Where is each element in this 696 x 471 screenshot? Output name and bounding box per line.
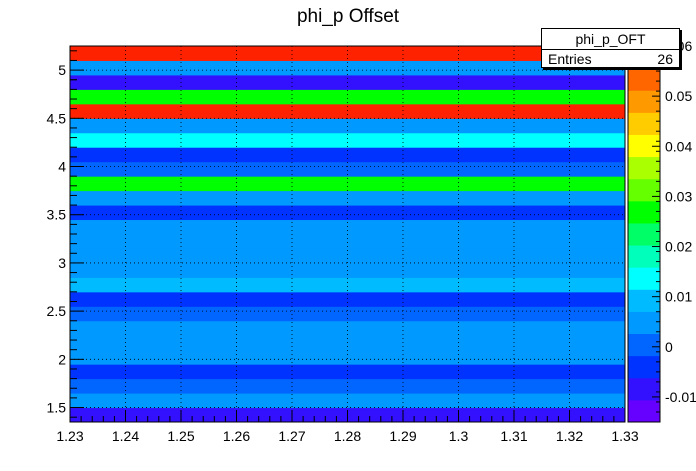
color-scale-segment-15 [628,68,660,91]
color-scale-segment-0 [628,399,660,423]
x-tick-label: 1.28 [334,428,361,444]
heatmap-row-16 [70,161,625,177]
heatmap-row-21 [70,89,625,105]
y-tick-label: 4.5 [47,110,67,126]
heatmap-row-11 [70,234,625,249]
z-tick-label: 0.02 [665,239,692,255]
z-tick-label: 0.03 [665,188,692,204]
chart-title: phi_p Offset [296,6,400,27]
x-axis: 1.23 1.24 1.25 1.26 1.27 1.28 1.29 1.3 1.31 1.32 1… [56,410,639,444]
x-tick-label: 1.27 [278,428,305,444]
y-tick-label: 2.5 [47,303,67,319]
heatmap-row-10 [70,248,625,264]
x-tick-label: 1.25 [167,428,194,444]
heatmap-row-15 [70,176,625,192]
y-tick-label: 1.5 [47,400,67,416]
heatmap-row-24 [70,46,625,61]
y-tick-label: 2 [58,351,66,367]
heatmap-row-4 [70,335,625,365]
color-scale-segment-1 [628,377,660,401]
stats-entries-row: Entries 26 [542,50,679,69]
entries-label: Entries [548,51,592,67]
stats-name: phi_p_OFT [542,29,679,50]
color-scale-segment-2 [628,355,660,379]
x-tick-label: 1.3 [449,428,469,444]
heatmap-row-23 [70,60,625,76]
heatmap-row-7 [70,291,625,307]
color-scale-segment-12 [628,134,660,158]
color-scale-segment-6 [628,267,660,290]
color-scale-segment-7 [628,245,660,268]
x-tick-label: 1.33 [611,428,638,444]
y-tick-label: 3.5 [47,207,67,223]
heatmap-row-13 [70,205,625,221]
y-tick-label: 4 [58,159,66,175]
heatmap-row-12 [70,219,625,235]
heatmap-row-5 [70,320,625,336]
heatmap-row-19 [70,118,625,134]
x-tick-label: 1.31 [500,428,527,444]
heatmap-row-8 [70,277,625,293]
color-scale-segment-11 [628,156,660,180]
heatmap-row-20 [70,103,625,119]
color-scale-segment-14 [628,90,660,113]
z-tick-label: 0.04 [665,138,692,154]
z-tick-label: 0 [665,339,673,355]
color-scale-segment-13 [628,112,660,135]
color-scale-segment-4 [628,311,660,335]
y-tick-label: 5 [58,62,66,78]
heatmap-row-6 [70,306,625,322]
color-scale-segment-8 [628,222,660,246]
x-tick-label: 1.26 [223,428,250,444]
z-tick-label: -0.01 [665,389,696,405]
y-axis: 1.5 2 2.5 3 3.5 4 4.5 5 [47,50,84,418]
grid-lines [70,46,625,422]
color-scale-segment-5 [628,289,660,312]
x-tick-label: 1.29 [389,428,416,444]
entries-value: 26 [657,51,673,67]
x-tick-label: 1.23 [56,428,83,444]
color-scale-segment-3 [628,333,660,357]
y-tick-label: 3 [58,255,66,271]
z-tick-label: 0.01 [665,289,692,305]
heatmap-row-3 [70,364,625,380]
stats-box: phi_p_OFT Entries 26 [541,28,680,68]
x-tick-label: 1.24 [112,428,139,444]
z-tick-label: 0.05 [665,88,692,104]
color-scale-segment-9 [628,200,660,224]
heatmap-row-1 [70,393,625,409]
color-scale-segment-10 [628,178,660,202]
x-tick-label: 1.32 [556,428,583,444]
heatmap-row-18 [70,132,625,148]
